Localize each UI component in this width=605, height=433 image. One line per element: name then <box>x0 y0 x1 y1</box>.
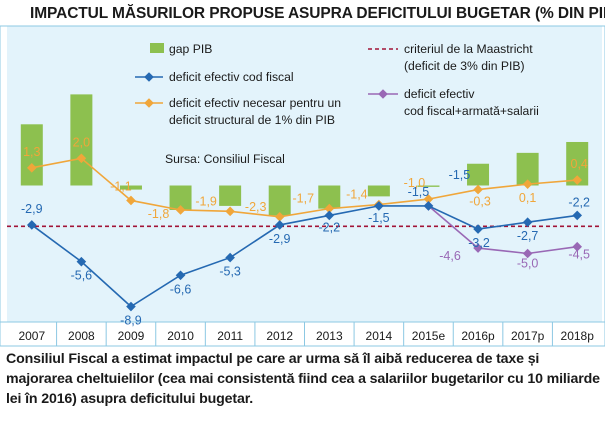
point <box>522 248 533 259</box>
tick-label: 2017p <box>511 329 545 343</box>
data-label: -1,0 <box>404 176 426 190</box>
x-axis-labels: 2007 2008 2009 2010 2011 2012 2013 2014 2015e 201… <box>18 329 594 343</box>
legend-label: gap PIB <box>169 42 212 56</box>
point <box>274 220 285 230</box>
data-label: -5,3 <box>219 265 241 279</box>
legend-label: cod fiscal+armată+salarii <box>404 104 539 118</box>
data-label: -1,5 <box>449 168 471 182</box>
bar <box>417 185 440 187</box>
gap-bars <box>20 94 589 216</box>
point <box>225 252 235 263</box>
point <box>572 241 583 252</box>
tick-label: 2007 <box>18 329 45 343</box>
data-label: -2,2 <box>319 220 341 234</box>
data-label: 0,1 <box>519 191 536 205</box>
plot-frame <box>0 25 605 347</box>
data-label: -4,6 <box>439 249 461 263</box>
data-label: -2,3 <box>245 200 267 214</box>
point <box>175 205 186 215</box>
bar <box>268 185 291 216</box>
bar <box>169 185 192 210</box>
point <box>423 201 434 211</box>
data-label: -1,8 <box>148 207 170 221</box>
point <box>473 184 483 195</box>
tick-label: 2012 <box>266 329 293 343</box>
data-label: -1,5 <box>368 211 390 225</box>
data-label: -1,7 <box>293 192 315 206</box>
point <box>572 175 583 185</box>
data-label: -2,9 <box>269 232 291 246</box>
point <box>572 210 583 221</box>
tick-label: 2013 <box>316 329 343 343</box>
legend-label: deficit efectiv <box>404 87 475 101</box>
legend-label: deficit structural de 1% din PIB <box>169 113 335 127</box>
bar <box>318 185 341 209</box>
plot-background <box>7 26 602 322</box>
tick-label: 2016p <box>461 329 495 343</box>
chart-title: IMPACTUL MĂSURILOR PROPUSE ASUPRA DEFICI… <box>30 5 605 22</box>
year-dividers <box>56 322 553 346</box>
data-label: -5,6 <box>71 269 93 283</box>
chart-caption: Consiliul Fiscal a estimat impactul pe c… <box>6 351 600 407</box>
data-label: -0,3 <box>469 195 491 209</box>
tick-label: 2018p <box>561 329 595 343</box>
data-label: -3,2 <box>468 236 490 250</box>
bar <box>119 185 142 190</box>
data-label: -8,9 <box>120 314 142 328</box>
bar <box>20 124 43 186</box>
tick-label: 2011 <box>217 329 243 343</box>
point <box>225 206 235 217</box>
data-label: -1,4 <box>346 188 368 202</box>
blue-series <box>26 201 583 312</box>
point <box>126 301 136 312</box>
point <box>126 195 136 206</box>
data-label: -1,5 <box>408 185 430 199</box>
legend: gap PIB deficit efectiv cod fiscal deficit… <box>135 42 539 166</box>
data-label: 2,0 <box>73 135 90 149</box>
orange-series-line <box>31 157 578 218</box>
tick-label: 2015e <box>412 329 446 343</box>
point <box>522 179 533 189</box>
data-label: 0,4 <box>571 157 588 171</box>
blue-series-line <box>31 205 578 308</box>
bar <box>467 163 490 186</box>
title-bar: IMPACTUL MĂSURILOR PROPUSE ASUPRA DEFICI… <box>0 0 605 26</box>
data-label: -4,5 <box>568 248 590 262</box>
data-label: -1,1 <box>110 179 132 193</box>
legend-swatch-gap <box>150 43 164 53</box>
tick-label: 2008 <box>68 329 95 343</box>
bar <box>219 185 242 206</box>
data-label: -2,2 <box>568 195 590 209</box>
tick-label: 2014 <box>366 329 393 343</box>
bar <box>516 152 539 186</box>
point <box>522 217 533 228</box>
legend-label: deficit efectiv cod fiscal <box>169 70 294 84</box>
legend-label: deficit efectiv necesar pentru un <box>169 96 341 110</box>
point <box>423 194 434 204</box>
source-note: Sursa: Consiliul Fiscal <box>165 152 285 166</box>
data-label: -5,0 <box>517 257 539 271</box>
point <box>473 224 483 234</box>
data-label: -2,7 <box>517 229 539 243</box>
data-label: -6,6 <box>170 282 192 296</box>
tick-label: 2010 <box>167 329 194 343</box>
data-label: -2,9 <box>21 202 43 216</box>
bar <box>367 185 390 197</box>
point <box>274 211 285 222</box>
legend-label: criteriul de la Maastricht <box>404 42 533 56</box>
bar <box>566 141 589 186</box>
data-label: 1,3 <box>23 145 40 159</box>
tick-label: 2009 <box>118 329 145 343</box>
legend-label: (deficit de 3% din PIB) <box>404 59 525 73</box>
data-label: -1,9 <box>195 194 217 208</box>
purple-series-line <box>427 205 578 255</box>
data-labels: -2,9 -5,6 -8,9 -6,6 -5,3 -2,9 -2,2 -1,5 -1,5 -3,2… <box>21 135 590 327</box>
